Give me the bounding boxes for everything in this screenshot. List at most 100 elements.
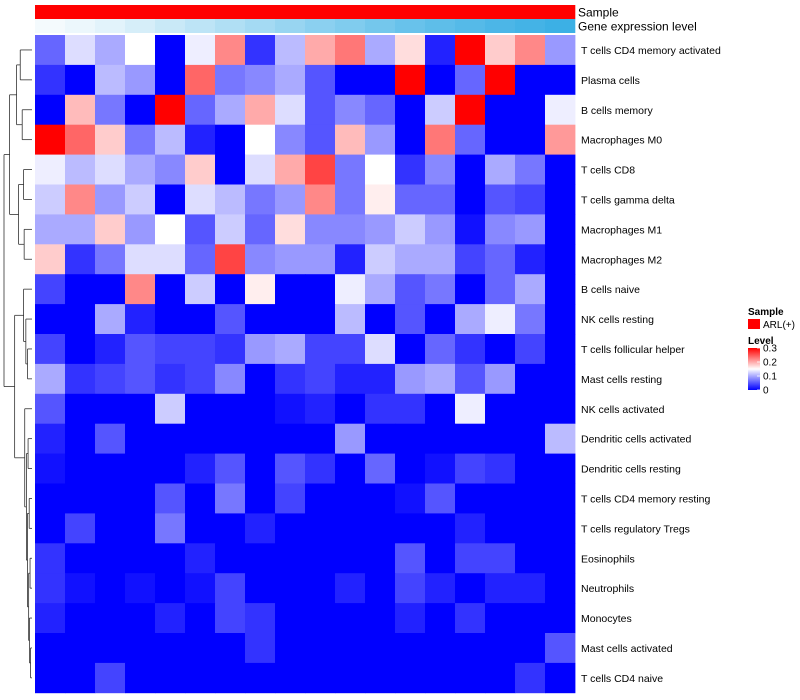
heatmap-cell-t-cells-cd4-memory-resting-10	[305, 483, 336, 514]
heatmap-cell-mast-cells-activated-10	[305, 633, 336, 664]
heatmap-cell-mast-cells-resting-1	[35, 363, 66, 395]
heatmap-cell-macrophages-m2-10	[305, 244, 336, 275]
heatmap-cell-b-cells-memory-4	[125, 94, 156, 126]
heatmap-cell-t-cells-follicular-helper-4	[125, 334, 156, 365]
heatmap-cell-t-cells-regulatory-tregs-12	[365, 513, 396, 544]
heatmap-cell-t-cells-cd4-memory-activated-16	[485, 35, 516, 66]
row-label-plasma-cells: Plasma cells	[581, 75, 640, 87]
heatmap-cell-t-cells-cd4-memory-resting-2	[65, 483, 96, 514]
heatmap-cell-macrophages-m2-11	[335, 244, 366, 275]
heatmap-cell-t-cells-cd4-naive-18	[545, 662, 576, 694]
heatmap-cells	[35, 35, 576, 694]
heatmap-cell-macrophages-m1-15	[455, 214, 486, 245]
annotation-gene-expression-level-cell-13	[395, 19, 426, 33]
heatmap-cell-t-cells-follicular-helper-16	[485, 334, 516, 365]
heatmap-cell-t-cells-gamma-delta-8	[245, 184, 276, 215]
heatmap-cell-mast-cells-resting-5	[155, 363, 186, 395]
heatmap-cell-dendritic-cells-resting-16	[485, 453, 516, 484]
annotation-sample-cell-2	[65, 5, 96, 19]
heatmap-cell-macrophages-m0-5	[155, 124, 186, 155]
heatmap-cell-monocytes-3	[95, 603, 126, 634]
annotation-sample-cell-13	[395, 5, 426, 19]
heatmap-cell-nk-cells-activated-15	[455, 393, 486, 425]
heatmap-cell-eosinophils-18	[545, 543, 576, 574]
heatmap-cell-t-cells-cd8-10	[305, 154, 336, 185]
annotation-sample-cell-12	[365, 5, 396, 19]
heatmap-cell-macrophages-m2-5	[155, 244, 186, 275]
heatmap-cell-dendritic-cells-resting-17	[515, 453, 546, 484]
heatmap-cell-mast-cells-resting-3	[95, 363, 126, 395]
heatmap-cell-t-cells-cd8-4	[125, 154, 156, 185]
heatmap-cell-eosinophils-4	[125, 543, 156, 574]
heatmap-cell-dendritic-cells-resting-4	[125, 453, 156, 484]
heatmap-cell-mast-cells-activated-18	[545, 633, 576, 664]
heatmap-cell-nk-cells-resting-16	[485, 304, 516, 335]
heatmap-cell-eosinophils-9	[275, 543, 306, 574]
heatmap-cell-t-cells-cd4-memory-activated-9	[275, 35, 306, 66]
annotation-sample-cell-7	[215, 5, 246, 19]
heatmap-cell-nk-cells-activated-6	[185, 393, 216, 425]
heatmap-cell-plasma-cells-10	[305, 64, 336, 96]
heatmap-cell-macrophages-m2-17	[515, 244, 546, 275]
annotation-sample-cell-6	[185, 5, 216, 19]
heatmap-cell-nk-cells-resting-13	[395, 304, 426, 335]
heatmap-cell-t-cells-gamma-delta-18	[545, 184, 576, 215]
heatmap-cell-nk-cells-resting-9	[275, 304, 306, 335]
heatmap-cell-macrophages-m0-16	[485, 124, 516, 155]
heatmap-cell-plasma-cells-13	[395, 64, 426, 96]
heatmap-cell-neutrophils-7	[215, 573, 246, 604]
heatmap-cell-neutrophils-18	[545, 573, 576, 604]
heatmap-cell-mast-cells-resting-8	[245, 363, 276, 395]
heatmap-cell-t-cells-cd4-memory-activated-14	[425, 35, 456, 66]
heatmap-cell-t-cells-gamma-delta-14	[425, 184, 456, 215]
heatmap-cell-b-cells-memory-10	[305, 94, 336, 126]
heatmap-cell-nk-cells-resting-6	[185, 304, 216, 335]
heatmap-cell-t-cells-cd8-17	[515, 154, 546, 185]
heatmap-cell-t-cells-gamma-delta-16	[485, 184, 516, 215]
heatmap-cell-nk-cells-resting-4	[125, 304, 156, 335]
heatmap-cell-mast-cells-resting-10	[305, 363, 336, 395]
heatmap-cell-neutrophils-9	[275, 573, 306, 604]
heatmap-cell-eosinophils-1	[35, 543, 66, 574]
heatmap-cell-dendritic-cells-activated-11	[335, 423, 366, 454]
heatmap-cell-mast-cells-activated-17	[515, 633, 546, 664]
annotation-gene-expression-level-cell-6	[185, 19, 216, 33]
annotation-gene-expression-level-cell-5	[155, 19, 186, 33]
heatmap-cell-t-cells-follicular-helper-18	[545, 334, 576, 365]
heatmap-cell-t-cells-gamma-delta-4	[125, 184, 156, 215]
heatmap-cell-b-cells-memory-3	[95, 94, 126, 126]
heatmap-cell-nk-cells-resting-12	[365, 304, 396, 335]
heatmap-cell-t-cells-cd8-13	[395, 154, 426, 185]
heatmap-cell-macrophages-m0-4	[125, 124, 156, 155]
heatmap-cell-dendritic-cells-resting-6	[185, 453, 216, 484]
heatmap-cell-macrophages-m0-1	[35, 124, 66, 155]
heatmap-cell-neutrophils-14	[425, 573, 456, 604]
heatmap-cell-b-cells-memory-12	[365, 94, 396, 126]
heatmap-cell-nk-cells-activated-5	[155, 393, 186, 425]
heatmap-cell-mast-cells-activated-15	[455, 633, 486, 664]
heatmap-cell-macrophages-m2-7	[215, 244, 246, 275]
heatmap-cell-t-cells-gamma-delta-3	[95, 184, 126, 215]
heatmap-cell-t-cells-cd4-memory-resting-6	[185, 483, 216, 514]
row-label-b-cells-memory: B cells memory	[581, 105, 654, 117]
heatmap-cell-t-cells-cd4-memory-resting-15	[455, 483, 486, 514]
heatmap-cell-nk-cells-activated-17	[515, 393, 546, 425]
heatmap-cell-b-cells-memory-17	[515, 94, 546, 126]
legend-level-tick-label-1: 0.3	[763, 344, 777, 355]
heatmap-cell-t-cells-cd4-naive-14	[425, 662, 456, 694]
heatmap-cell-t-cells-cd4-memory-resting-5	[155, 483, 186, 514]
heatmap-cell-t-cells-gamma-delta-5	[155, 184, 186, 215]
heatmap-cell-eosinophils-15	[455, 543, 486, 574]
heatmap-cell-monocytes-8	[245, 603, 276, 634]
heatmap-cell-nk-cells-activated-11	[335, 393, 366, 425]
heatmap-cell-t-cells-cd4-memory-resting-11	[335, 483, 366, 514]
heatmap-cell-b-cells-naive-9	[275, 274, 306, 305]
heatmap-cell-b-cells-naive-7	[215, 274, 246, 305]
heatmap-cell-b-cells-naive-12	[365, 274, 396, 305]
heatmap-cell-nk-cells-resting-11	[335, 304, 366, 335]
heatmap-cell-neutrophils-4	[125, 573, 156, 604]
heatmap-cell-macrophages-m1-16	[485, 214, 516, 245]
heatmap-cell-t-cells-cd4-memory-resting-9	[275, 483, 306, 514]
heatmap-cell-macrophages-m2-1	[35, 244, 66, 275]
